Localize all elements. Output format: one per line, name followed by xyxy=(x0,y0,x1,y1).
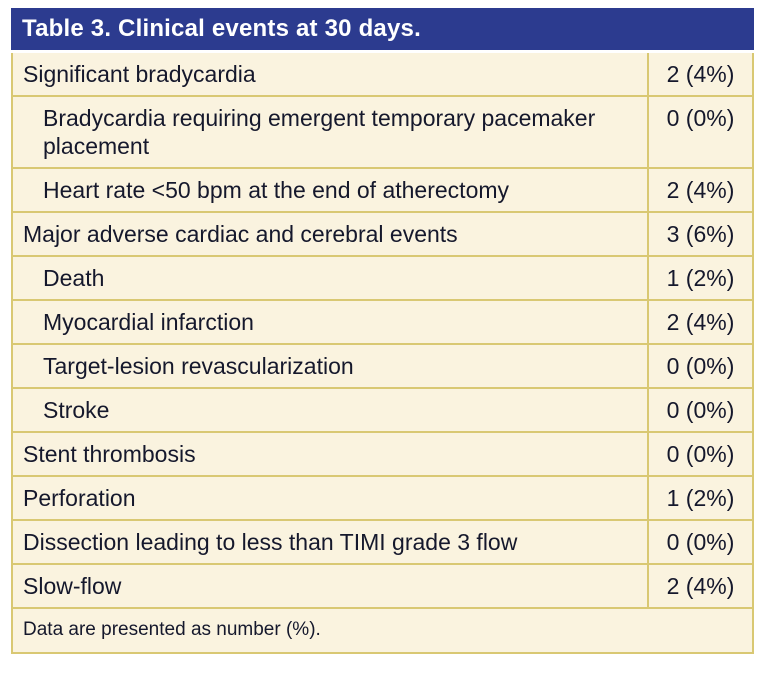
event-label: Stroke xyxy=(43,397,110,423)
table-footnote: Data are presented as number (%). xyxy=(23,619,321,640)
table-rows: Significant bradycardia 2 (4%) Bradycardia… xyxy=(13,53,752,609)
clinical-events-table: Table 3. Clinical events at 30 days. Sig… xyxy=(11,8,754,654)
event-label: Death xyxy=(43,265,105,291)
event-count-value: 1 (2%) xyxy=(647,477,752,519)
table-row: Stent thrombosis 0 (0%) xyxy=(13,433,752,477)
event-count-value: 1 (2%) xyxy=(647,257,752,299)
event-label: Slow-flow xyxy=(23,573,122,599)
event-count-value: 0 (0%) xyxy=(647,389,752,431)
event-label: Bradycardia requiring emergent temporary… xyxy=(43,105,596,159)
table-row: Stroke 0 (0%) xyxy=(13,389,752,433)
event-label: Heart rate <50 bpm at the end of atherec… xyxy=(43,177,510,203)
event-label: Perforation xyxy=(23,485,136,511)
table-row: Slow-flow 2 (4%) xyxy=(13,565,752,609)
table-row: Dissection leading to less than TIMI gra… xyxy=(13,521,752,565)
event-count-value: 2 (4%) xyxy=(647,565,752,607)
event-count-value: 0 (0%) xyxy=(647,433,752,475)
event-label: Significant bradycardia xyxy=(23,61,256,87)
table-row: Bradycardia requiring emergent temporary… xyxy=(13,97,752,169)
event-count-value: 2 (4%) xyxy=(647,169,752,211)
event-label: Myocardial infarction xyxy=(43,309,254,335)
event-count-value: 0 (0%) xyxy=(647,345,752,387)
table-row: Target-lesion revascularization 0 (0%) xyxy=(13,345,752,389)
event-label: Target-lesion revascularization xyxy=(43,353,354,379)
event-count-value: 2 (4%) xyxy=(647,301,752,343)
event-count-value: 0 (0%) xyxy=(647,521,752,563)
table-row: Death 1 (2%) xyxy=(13,257,752,301)
event-label: Major adverse cardiac and cerebral event… xyxy=(23,221,458,247)
table-row: Perforation 1 (2%) xyxy=(13,477,752,521)
event-count-value: 0 (0%) xyxy=(647,97,752,167)
event-count-value: 3 (6%) xyxy=(647,213,752,255)
event-label: Dissection leading to less than TIMI gra… xyxy=(23,529,518,555)
event-count-value: 2 (4%) xyxy=(647,53,752,95)
table-title: Table 3. Clinical events at 30 days. xyxy=(11,8,754,53)
event-label: Stent thrombosis xyxy=(23,441,196,467)
table-body: Significant bradycardia 2 (4%) Bradycardia… xyxy=(11,53,754,654)
table-row: Myocardial infarction 2 (4%) xyxy=(13,301,752,345)
table-row: Significant bradycardia 2 (4%) xyxy=(13,53,752,97)
table-row: Heart rate <50 bpm at the end of atherec… xyxy=(13,169,752,213)
table-row: Major adverse cardiac and cerebral event… xyxy=(13,213,752,257)
